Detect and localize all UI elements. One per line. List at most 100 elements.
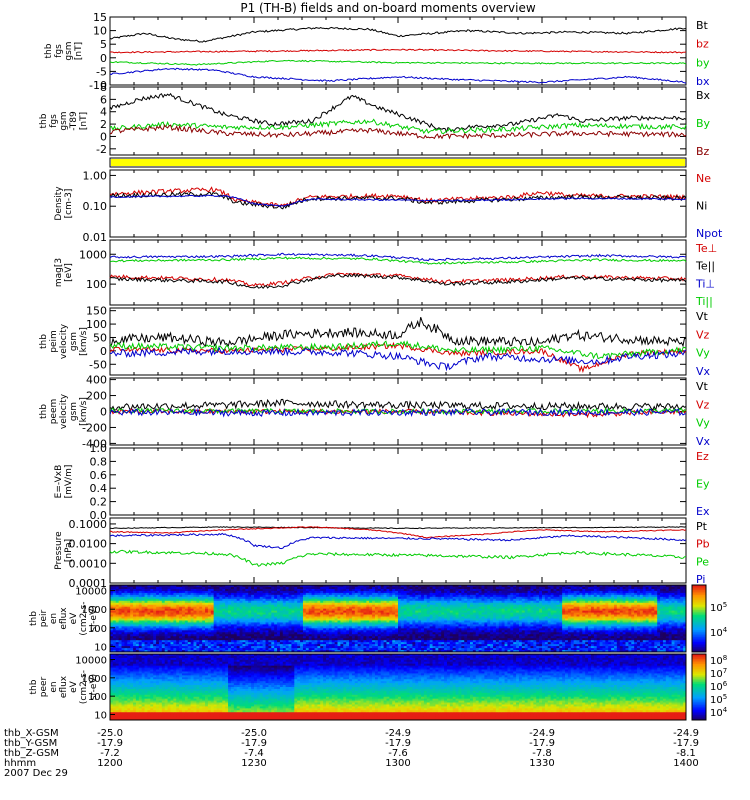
ephem-value-2-2: -7.6 (388, 748, 408, 759)
panel-9: thb peir en eflux eV (cm2-s-sr-eV) 10000 1000 10… (29, 584, 728, 653)
panel-0-ytick-1: -5 (96, 65, 107, 78)
panel-5-ytick-0: -50 (89, 358, 107, 371)
panel-1-ylabel-1: fgs (49, 114, 59, 128)
panel-3-legend-0: Ne (696, 172, 711, 185)
panel-10-frame (109, 653, 687, 721)
panel-6-legend-0: Vt (696, 380, 709, 393)
panel-9-frame (109, 584, 687, 653)
panel-8-legend-3: Pi (696, 573, 705, 586)
ephem-value-2-1: -7.4 (244, 748, 264, 759)
ephem-label-1: thb_Y-GSM (4, 738, 57, 749)
panel-6-ylabel-1: peem (49, 399, 59, 425)
panel-10-cbar-tick-1: 107 (710, 667, 727, 680)
panel-6-ylabel-2: velocity (59, 393, 69, 429)
panel-7-ytick-0: 0.0 (90, 509, 108, 522)
ephem-value-2-0: -7.2 (100, 748, 120, 759)
panel-3-series-Ni (109, 191, 687, 210)
panel-8-ytick-3: 0.0001 (69, 577, 108, 590)
panel-0-ytick-3: 5 (100, 38, 107, 51)
panel-0-series-Bt (109, 26, 687, 43)
panel-5-legend-2: Vy (696, 347, 710, 360)
panel-9-ylabel-5: (cm2-s- (79, 601, 89, 635)
panel-10-ylabel-0: thb (29, 679, 39, 694)
panel-3-series-Npot (109, 194, 687, 208)
panel-6-ytick-3: 200 (86, 390, 107, 403)
panel-6-ytick-0: -400 (82, 437, 107, 450)
panel-1-frame (109, 86, 687, 156)
panel-6-ytick-4: 400 (86, 374, 107, 387)
ephem-date: 2007 Dec 29 (4, 768, 68, 779)
panel-4-legend-0: Te⊥ (695, 242, 717, 255)
panel-10-colorbar (691, 653, 707, 721)
panel-5-ytick-3: 100 (86, 318, 107, 331)
panel-6-legend-3: Vx (696, 435, 711, 448)
panel-10-ylabel-2: en (49, 681, 59, 692)
panel-5-ytick-2: 50 (93, 331, 107, 344)
panel-2-bar (111, 159, 685, 166)
panel-8-legend-0: Pt (696, 520, 708, 533)
panel-1-series-Bz (109, 124, 687, 140)
panel-9-cbar-tick-0: 105 (710, 601, 727, 614)
panel-6-series-Vt (109, 398, 687, 412)
panel-6-legend-1: Vz (696, 398, 710, 411)
panel-4-frame (109, 239, 687, 306)
panel-3-ytick-1: 0.10 (83, 200, 108, 213)
panel-0-legend-1: bz (696, 38, 709, 51)
ephem-label-3: hhmm (4, 758, 36, 769)
panel-2 (109, 157, 687, 168)
ephem-label-2: thb_Z-GSM (4, 748, 59, 759)
ephem-value-0-4: -24.9 (673, 728, 699, 739)
panel-9-ylabel-1: peir (39, 609, 49, 627)
panel-10-cbar-tick-4: 104 (710, 706, 728, 719)
panel-4-legend-1: Te|| (695, 260, 715, 273)
panel-7: E=-VxB [mV/m] 0.00.20.40.60.81.0 Ez Ey Ex (54, 442, 710, 522)
panel-1-ytick-4: 6 (100, 93, 107, 106)
panel-10-cbar-tick-0: 108 (710, 654, 727, 667)
panel-4-ylabel-1: [eV] (64, 263, 74, 282)
panel-10-ytick-2: 100 (88, 692, 107, 703)
ephem-value-0-1: -25.0 (241, 728, 267, 739)
panel-8-series-Pi (109, 532, 687, 550)
panel-7-frame (109, 447, 687, 516)
panel-0-ylabel-3: [nT] (74, 42, 84, 60)
panel-0-series-bz (109, 48, 687, 54)
panel-10-ytick-0: 10000 (75, 656, 107, 667)
panel-10: thb peer en eflux eV (cm2-s-sr-eV) 10000 1000 10… (29, 653, 728, 721)
panel-0-series-by (109, 59, 687, 66)
panel-9-ylabel-2: en (49, 613, 59, 624)
panel-0-ytick-0: -10 (89, 79, 107, 92)
panel-0-legend-3: bx (696, 75, 710, 88)
panel-8-legend-2: Pe (696, 555, 709, 568)
ephem-value-0-2: -24.9 (385, 728, 411, 739)
panel-7-legend-0: Ez (696, 450, 709, 463)
panel-5-ylabel-3: gsm (69, 332, 79, 351)
panel-7-legend-2: Ex (696, 505, 710, 518)
panel-7-ylabel-0: E=-VxB (54, 465, 64, 499)
ephem-value-3-3: 1330 (529, 758, 554, 769)
panel-1-ytick-0: -2 (96, 143, 107, 156)
panel-8-legend-1: Pb (696, 538, 710, 551)
panel-1-ytick-2: 2 (100, 118, 107, 131)
ephem-value-0-0: -25.0 (97, 728, 123, 739)
panel-9-ylabel-3: eflux (59, 607, 69, 630)
panel-1-series-Bx (109, 92, 687, 134)
panel-0-ytick-2: 0 (100, 52, 107, 65)
panel-10-spectrogram (110, 654, 687, 721)
panel-9-ylabel-0: thb (29, 611, 39, 626)
panel-3-series-Ne (109, 186, 687, 208)
panel-8-ytick-2: 0.0010 (69, 557, 108, 570)
panel-6-ylabel-0: thb (39, 404, 49, 419)
panel-1-ytick-1: 0 (100, 130, 107, 143)
panel-4-series-Te (109, 273, 687, 289)
ephem-value-0-3: -24.9 (529, 728, 555, 739)
panel-0-ylabel-2: gsm (64, 41, 74, 60)
panel-8: Pressure [nPa] 0.1000 0.0100 0.0010 0.0001 Pt P… (54, 517, 710, 590)
panel-3: Density [cm-3] 1.00 0.10 0.01 Ne Ni Npot (54, 169, 723, 244)
panel-10-ylabel-6: sr-eV) (89, 674, 99, 700)
panel-3-legend-1: Ni (696, 200, 707, 213)
panel-8-series-Pb (109, 526, 687, 539)
panel-5-ylabel-4: [km/s] (79, 327, 89, 356)
panel-8-ytick-1: 0.0100 (69, 538, 108, 551)
panel-9-ytick-0: 10000 (75, 587, 107, 598)
